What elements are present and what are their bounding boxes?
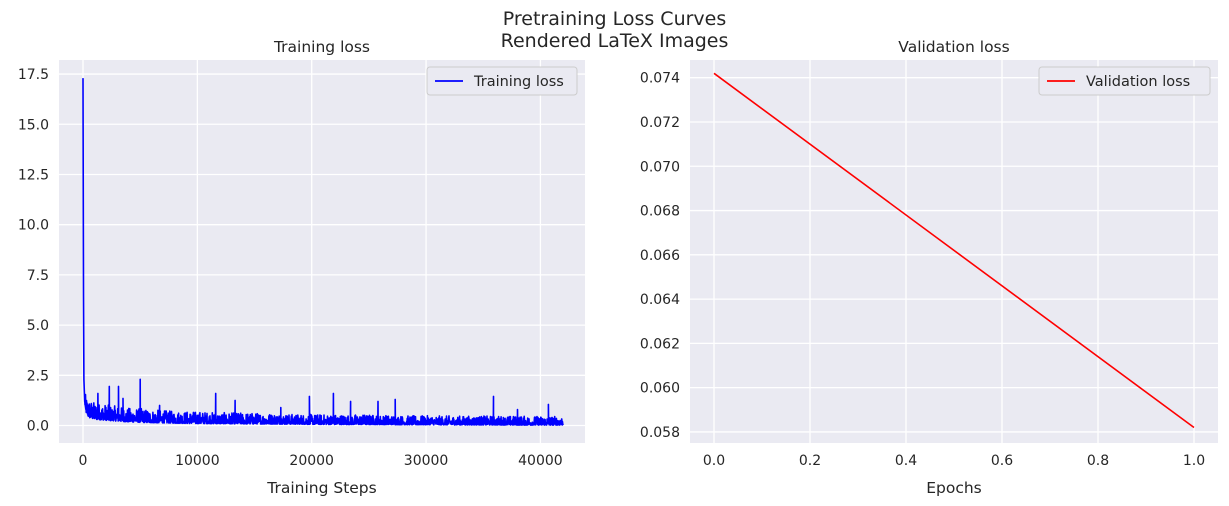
x-tick-label: 0.2 <box>799 453 821 469</box>
plot-background <box>690 60 1218 443</box>
legend: Training loss <box>426 66 578 96</box>
y-tick-label: 0.060 <box>640 381 680 397</box>
y-tick-label: 0.070 <box>640 159 680 175</box>
chart-training-loss: 0 10000 20000 30000 40000 0.0 2.5 5.0 7.5 10.0 12.… <box>18 38 585 497</box>
x-tick-label: 1.0 <box>1183 453 1205 469</box>
x-tick-label: 0.6 <box>991 453 1013 469</box>
y-tick-label: 17.5 <box>18 67 49 83</box>
legend: Validation loss <box>1038 66 1211 96</box>
x-tick-label: 0 <box>79 453 88 469</box>
x-tick-label: 20000 <box>289 453 334 469</box>
x-tick-label: 0.0 <box>703 453 725 469</box>
y-tick-label: 0.066 <box>640 248 680 264</box>
y-tick-label: 0.072 <box>640 115 680 131</box>
x-tick-label: 0.4 <box>895 453 917 469</box>
y-tick-label: 7.5 <box>27 268 49 284</box>
y-tick-label: 0.068 <box>640 204 680 220</box>
figure-suptitle-line2: Rendered LaTeX Images <box>500 30 729 52</box>
y-tick-label: 0.058 <box>640 425 680 441</box>
plot-area <box>713 72 1195 429</box>
legend-box <box>426 66 578 96</box>
y-tick-label: 0.064 <box>640 292 680 308</box>
y-tick-label: 5.0 <box>27 318 49 334</box>
y-tick-label: 0.074 <box>640 71 680 87</box>
figure-suptitle-line1: Pretraining Loss Curves <box>502 8 727 30</box>
legend-box <box>1038 66 1211 96</box>
y-tick-label: 15.0 <box>18 117 49 133</box>
legend-label: Training loss <box>473 74 564 90</box>
axes-title: Validation loss <box>898 38 1009 56</box>
y-tick-label: 2.5 <box>27 368 49 384</box>
series-line-validation-loss <box>713 72 1195 429</box>
legend-label: Validation loss <box>1086 74 1190 90</box>
y-tick-label: 12.5 <box>18 167 49 183</box>
x-tick-label: 0.8 <box>1087 453 1109 469</box>
chart-validation-loss: 0.0 0.2 0.4 0.6 0.8 1.0 0.058 0.060 0.062 0.064 0.… <box>640 38 1218 497</box>
x-tick-label: 30000 <box>404 453 449 469</box>
plot-background <box>59 60 585 443</box>
y-tick-label: 10.0 <box>18 218 49 234</box>
y-tick-label: 0.062 <box>640 336 680 352</box>
x-axis-label: Epochs <box>926 479 982 497</box>
x-tick-label: 40000 <box>518 453 563 469</box>
x-tick-label: 10000 <box>175 453 220 469</box>
x-axis-label: Training Steps <box>266 479 376 497</box>
series-line-training-loss <box>82 78 564 426</box>
plot-area <box>82 78 564 426</box>
axes-title: Training loss <box>273 38 370 56</box>
y-tick-label: 0.0 <box>27 419 49 435</box>
